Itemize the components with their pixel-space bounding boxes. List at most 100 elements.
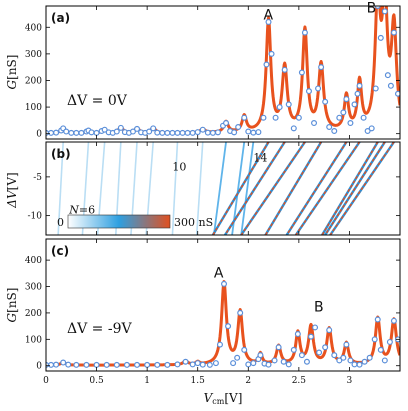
panel-a-data-point [189, 129, 196, 136]
panel-c-data-point [53, 361, 60, 368]
panel-b-label-n6: N=6 [68, 203, 95, 216]
panel-a-data-point [150, 125, 157, 132]
panel-c-data-point [322, 344, 329, 351]
panel-a-data-point [387, 82, 394, 89]
panel-c-data-point [271, 357, 278, 364]
panel-c-data-point [285, 361, 292, 368]
panel-c-data-point [194, 360, 201, 367]
panel-a-ytick-label: 0 [36, 130, 42, 140]
panel-a-data-point [347, 120, 354, 127]
panel-a-data-point [48, 129, 55, 136]
panel-a-data-point [315, 85, 322, 92]
panel-a-data-point [263, 61, 270, 68]
heatmap-line-peak [224, 142, 286, 235]
panel-c: 0 100 200 300 400 0 0.5 1 1.5 2 2.5 3 (c) G[nS] ΔV … [5, 238, 401, 406]
panel-c-data-point [377, 346, 384, 353]
heatmap-line-peak [212, 142, 270, 235]
heatmap-line-peak [295, 142, 361, 235]
panel-a-data-point [336, 114, 343, 121]
panel-c-data-point [361, 358, 368, 365]
panel-c-data-point [216, 341, 223, 348]
panel-a-data-point [305, 88, 312, 95]
panel-a-data-point [214, 129, 221, 136]
panel-c-data-point [245, 361, 252, 368]
panel-c-data-point [386, 338, 393, 345]
panel-b-ytick-label: -10 [28, 212, 43, 222]
panel-a-data-point [129, 128, 136, 135]
panel-a-ytick-label: 400 [25, 23, 42, 33]
panel-a-data-point [295, 114, 302, 121]
panel-a-data-point [268, 50, 275, 57]
panel-a-data-point [281, 66, 288, 73]
panel-a-data-point [322, 98, 329, 105]
panel-b-label-14: 14 [253, 151, 267, 164]
panel-c-data-point [356, 361, 363, 368]
panel-a-data-point [245, 128, 252, 135]
panel-a-data-point [179, 129, 186, 136]
panel-c-data-point [298, 352, 305, 359]
panel-c-data-point [113, 361, 120, 368]
panel-a-data-point [351, 101, 358, 108]
panel-c-data-point [73, 361, 80, 368]
panel-c-ytick-label: 200 [25, 309, 42, 319]
panel-c-data-point [60, 359, 67, 366]
panel-a-data-point [241, 114, 248, 121]
panel-c-ylabel: G[nS] [5, 288, 19, 323]
panel-c-annotation: ΔV = -9V [67, 321, 132, 337]
heatmap-line-peak [329, 142, 395, 235]
panel-c-peak-label-a: A [214, 265, 224, 281]
heatmap-line-mid [240, 142, 255, 235]
panel-a-data-point [364, 128, 371, 135]
panel-a-data-point [78, 129, 85, 136]
panel-c-ytick-label: 100 [25, 335, 42, 345]
panel-a-data-point [146, 128, 153, 135]
panel-c-data-point [326, 327, 333, 334]
panel-a-data-point [265, 18, 272, 25]
panel-a-data-point [272, 114, 279, 121]
panel-a-data-series [46, 6, 400, 136]
panel-a-data-point [174, 129, 181, 136]
panel-c-data-point [294, 331, 301, 338]
panel-b-ylabel: ΔV[V] [5, 172, 19, 208]
panel-c-data-point [212, 360, 219, 367]
panel-a-peak-label-b: B [367, 1, 377, 17]
panel-a-fit-line [46, 6, 400, 135]
panel-a-data-point [298, 69, 305, 76]
panel-c-data-point [351, 361, 358, 368]
panel-c-ytick-label: 300 [25, 283, 42, 293]
panel-a-data-point [394, 90, 400, 97]
panel-c-data-point [265, 361, 272, 368]
heatmap-line-mid [213, 142, 227, 235]
panel-c-xtick-label: 3 [347, 376, 353, 386]
panel-a-label: (a) [51, 11, 70, 25]
panel-a-data-point [381, 8, 388, 15]
panel-a-ylabel: G[nS] [5, 55, 19, 90]
panel-c-data-point [374, 316, 381, 323]
panel-a: 0 100 200 300 400 (a) G[nS] ΔV = 0V A B [5, 1, 401, 140]
panel-c-data-point [381, 357, 388, 364]
panel-a-data-point [223, 120, 230, 127]
panel-c-data-point [174, 361, 181, 368]
panel-c-xtick-label: 2.5 [292, 376, 307, 386]
panel-c-data-point [366, 354, 373, 361]
panel-a-data-point [301, 29, 308, 36]
panel-c-xtick-label: 0.5 [89, 376, 104, 386]
panel-c-data-point [83, 361, 90, 368]
panel-c-xtick-label: 1 [144, 376, 150, 386]
panel-a-ticks: 0 100 200 300 400 [25, 6, 400, 140]
panel-a-data-point [235, 124, 242, 131]
panel-c-data-point [93, 361, 100, 368]
panel-c-data-point [307, 333, 314, 340]
colorbar-gradient [67, 214, 171, 229]
panel-a-data-point [250, 129, 257, 136]
panel-a-data-point [368, 125, 375, 132]
panel-a-data-point [340, 109, 347, 116]
panel-c-data-point [237, 309, 244, 316]
panel-a-data-point [154, 129, 161, 136]
panel-c-data-point [390, 317, 397, 324]
panel-a-data-point [372, 85, 379, 92]
panel-b-label: (b) [51, 147, 71, 161]
panel-a-data-point [231, 129, 238, 136]
heatmap-line-peak [321, 142, 379, 235]
panel-c-data-point [250, 360, 257, 367]
